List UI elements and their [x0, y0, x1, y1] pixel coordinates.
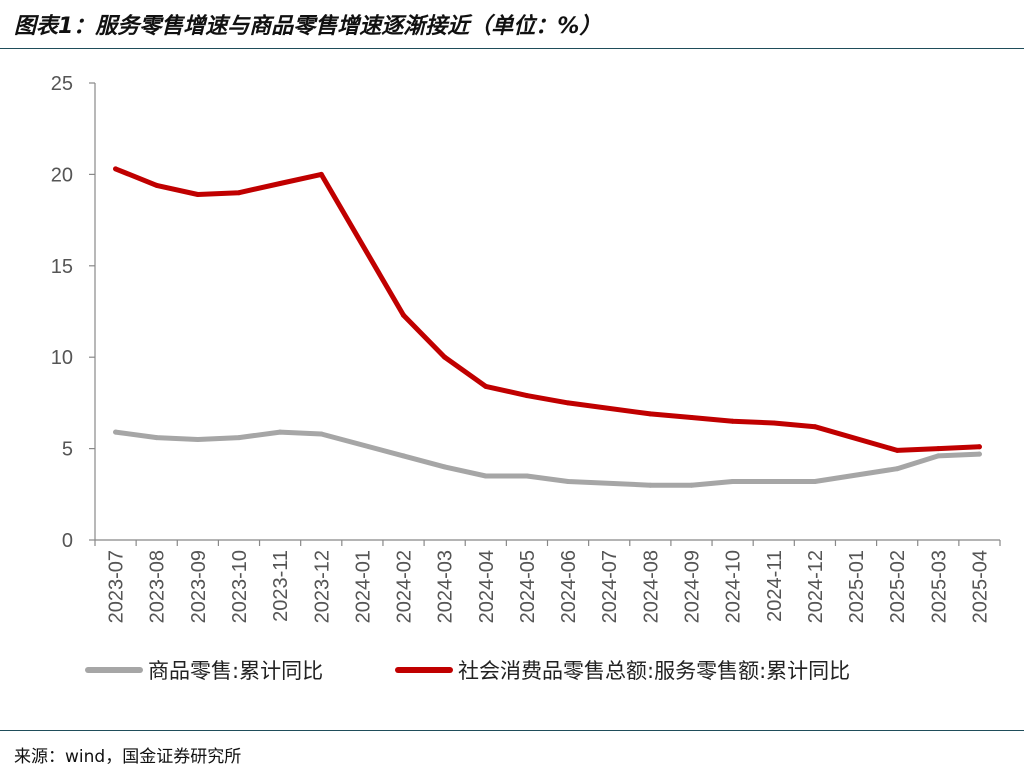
y-tick-label: 15: [51, 256, 73, 278]
data-point-series-2: [565, 400, 571, 406]
y-tick-label: 10: [51, 347, 73, 369]
y-tick-label: 0: [62, 530, 73, 552]
data-point-series-1: [647, 482, 653, 488]
data-point-series-2: [812, 424, 818, 430]
data-point-series-2: [113, 166, 119, 172]
data-point-series-1: [154, 435, 160, 441]
x-tick-label: 2024-07: [599, 550, 621, 623]
data-point-series-2: [401, 312, 406, 318]
x-tick-label: 2024-12: [805, 550, 827, 623]
data-point-series-1: [401, 453, 406, 459]
data-point-series-1: [730, 479, 736, 484]
x-tick-label: 2025-02: [887, 550, 909, 623]
data-point-series-1: [976, 451, 982, 457]
x-tick-label: 2025-03: [928, 550, 950, 623]
x-tick-label: 2024-08: [640, 550, 662, 623]
data-point-series-2: [154, 182, 160, 188]
data-point-series-1: [935, 453, 941, 459]
x-tick-label: 2023-08: [147, 550, 169, 623]
chart-axes: 0 5 10 15 20 25 2023-07 2023-08 2023-09 2023-10 20…: [51, 73, 1001, 623]
data-point-series-2: [277, 181, 283, 186]
y-tick-label: 20: [51, 164, 73, 186]
bottom-divider: [0, 730, 1024, 731]
data-point-series-2: [935, 446, 941, 452]
data-point-series-1: [771, 479, 777, 484]
legend-label-1: 商品零售:累计同比: [148, 659, 323, 683]
data-point-series-2: [730, 418, 736, 424]
data-point-series-1: [318, 431, 324, 437]
series-line-2: [113, 166, 982, 453]
data-point-series-1: [442, 464, 448, 470]
chart-title: 图表1：服务零售增速与商品零售增速逐渐接近（单位：%）: [14, 14, 602, 39]
source-note: 来源：wind，国金证券研究所: [14, 747, 242, 767]
x-tick-label: 2024-01: [352, 550, 374, 623]
x-tick-label: 2025-04: [969, 550, 991, 623]
chart-series: [113, 166, 982, 488]
chart-legend: 商品零售:累计同比 社会消费品零售总额:服务零售额:累计同比: [85, 659, 850, 683]
top-divider: [0, 48, 1024, 49]
data-point-series-1: [113, 429, 119, 435]
x-tick-label: 2023-07: [106, 550, 128, 623]
data-point-series-2: [524, 393, 530, 399]
x-tick-label: 2024-03: [435, 550, 457, 623]
x-tick-label: 2024-11: [764, 550, 786, 622]
y-tick-label: 5: [62, 439, 73, 461]
data-point-series-2: [318, 171, 324, 177]
data-point-series-1: [483, 473, 489, 479]
data-point-series-2: [976, 444, 982, 450]
data-point-series-2: [894, 447, 900, 453]
x-tick-label: 2024-09: [681, 550, 703, 623]
y-tick-label: 25: [51, 73, 73, 95]
data-point-series-1: [565, 479, 571, 484]
data-point-series-2: [771, 420, 777, 426]
data-point-series-1: [812, 479, 818, 484]
x-tick-label: 2025-01: [846, 550, 868, 623]
data-point-series-2: [689, 415, 694, 420]
series-line-1: [113, 429, 982, 488]
data-point-series-1: [894, 466, 900, 472]
x-tick-label: 2024-10: [723, 550, 745, 623]
data-point-series-1: [195, 437, 201, 442]
x-tick-label: 2023-11: [270, 550, 292, 622]
legend-label-2: 社会消费品零售总额:服务零售额:累计同比: [458, 659, 850, 683]
x-tick-label: 2024-06: [558, 550, 580, 623]
x-tick-label: 2023-09: [188, 550, 210, 623]
data-point-series-2: [483, 383, 489, 389]
data-point-series-2: [442, 354, 448, 360]
x-tick-label: 2023-12: [311, 550, 333, 623]
data-point-series-1: [524, 473, 530, 479]
x-tick-label: 2024-02: [394, 550, 416, 623]
data-point-series-1: [236, 435, 242, 441]
x-tick-label: 2023-10: [229, 550, 251, 623]
data-point-series-2: [647, 411, 653, 417]
data-point-series-1: [277, 429, 283, 435]
data-point-series-1: [689, 482, 694, 488]
data-point-series-2: [236, 190, 242, 196]
data-point-series-2: [195, 192, 201, 197]
x-tick-label: 2024-04: [476, 550, 498, 623]
x-tick-label: 2024-05: [517, 550, 539, 623]
